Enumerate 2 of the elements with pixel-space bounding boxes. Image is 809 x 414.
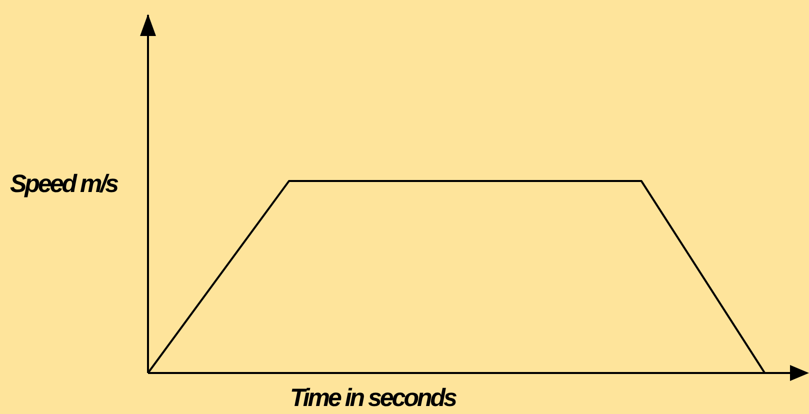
x-axis-title: Time in seconds	[290, 384, 456, 413]
y-axis-title: Speed m/s	[10, 170, 118, 199]
